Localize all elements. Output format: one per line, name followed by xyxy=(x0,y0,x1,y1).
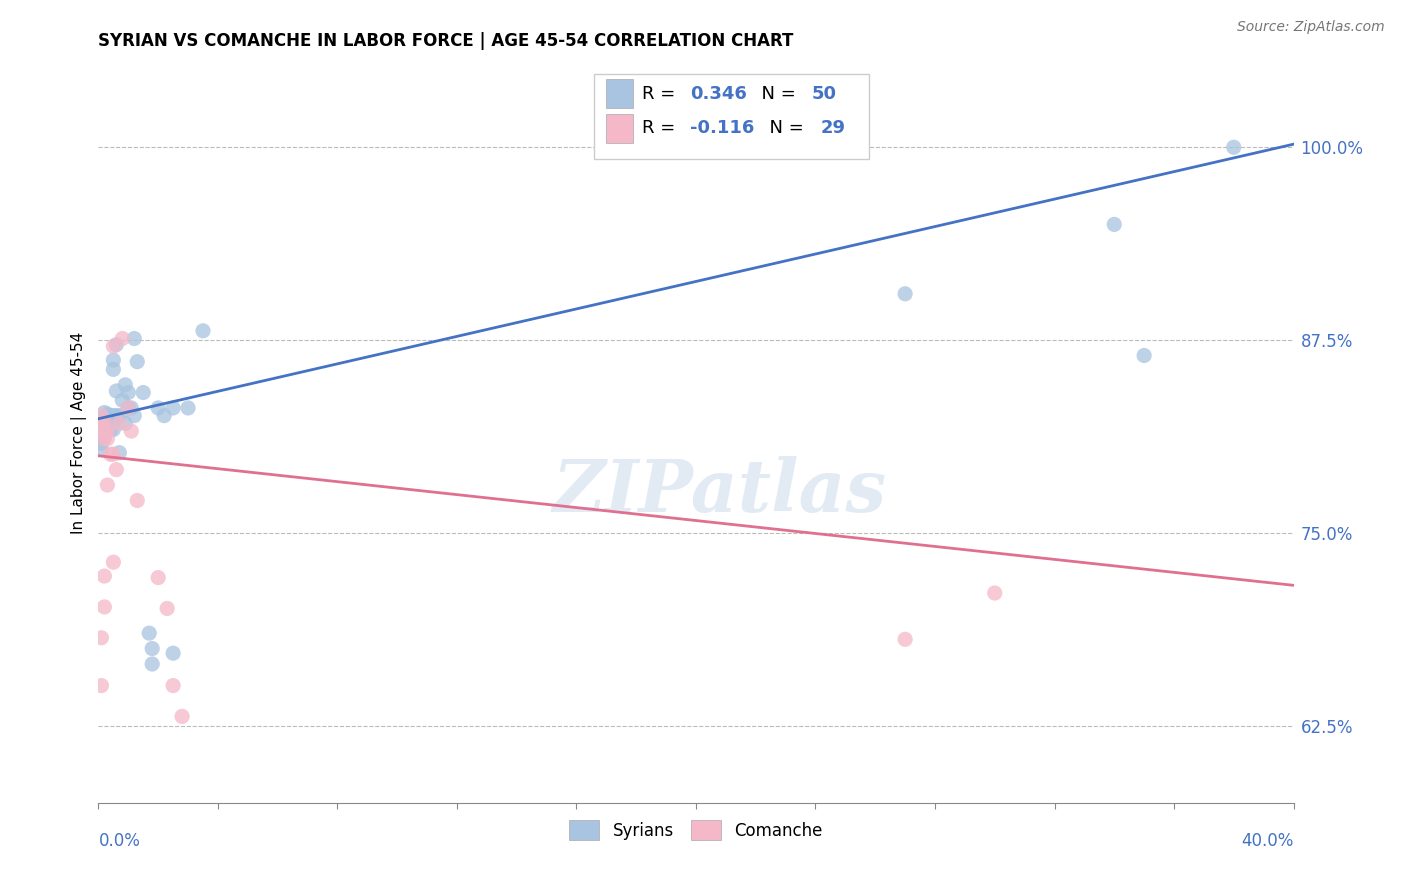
Point xyxy=(124,409,146,423)
Text: 50: 50 xyxy=(811,85,837,103)
Text: 0.346: 0.346 xyxy=(690,85,747,103)
Point xyxy=(90,417,112,431)
Point xyxy=(90,631,112,645)
Point xyxy=(96,413,118,427)
Point xyxy=(93,415,115,429)
Point xyxy=(148,401,170,415)
Text: R =: R = xyxy=(643,85,681,103)
Point xyxy=(103,447,125,461)
Point xyxy=(1223,140,1246,154)
Point xyxy=(127,354,149,368)
Point xyxy=(162,646,184,660)
Bar xyxy=(606,78,633,108)
Point xyxy=(93,424,115,438)
Point xyxy=(894,286,917,301)
Point xyxy=(141,657,163,671)
Point xyxy=(96,417,118,432)
Point xyxy=(162,679,184,693)
Point xyxy=(96,424,118,438)
Point xyxy=(103,555,125,569)
Point xyxy=(1133,349,1156,363)
Point xyxy=(120,424,142,438)
Point xyxy=(148,571,170,585)
Point xyxy=(96,478,118,492)
Point xyxy=(93,406,115,420)
Point xyxy=(105,337,128,351)
Point xyxy=(111,393,134,408)
Point xyxy=(98,409,122,423)
Text: -0.116: -0.116 xyxy=(690,120,755,137)
Point xyxy=(90,679,112,693)
Point xyxy=(103,339,125,353)
Point xyxy=(90,424,112,438)
Point xyxy=(90,424,112,438)
Y-axis label: In Labor Force | Age 45-54: In Labor Force | Age 45-54 xyxy=(72,332,87,533)
Point xyxy=(90,442,112,457)
Point xyxy=(117,401,139,415)
Point xyxy=(120,401,142,415)
Text: R =: R = xyxy=(643,120,681,137)
Point xyxy=(108,417,131,431)
Point xyxy=(103,423,125,437)
Point xyxy=(93,421,115,435)
Point xyxy=(96,423,118,437)
Point xyxy=(141,641,163,656)
Text: N =: N = xyxy=(758,120,810,137)
Legend: Syrians, Comanche: Syrians, Comanche xyxy=(562,814,830,847)
Point xyxy=(114,417,136,431)
Point xyxy=(103,362,125,376)
Point xyxy=(108,409,131,423)
Bar xyxy=(595,73,869,159)
Text: SYRIAN VS COMANCHE IN LABOR FORCE | AGE 45-54 CORRELATION CHART: SYRIAN VS COMANCHE IN LABOR FORCE | AGE … xyxy=(98,32,794,50)
Point xyxy=(105,462,128,476)
Point xyxy=(191,324,214,338)
Point xyxy=(105,384,128,398)
Point xyxy=(98,423,122,437)
Point xyxy=(127,493,149,508)
Point xyxy=(117,401,139,415)
Point xyxy=(96,407,118,421)
Point xyxy=(117,385,139,400)
Point xyxy=(108,445,131,459)
Text: N =: N = xyxy=(749,85,801,103)
Point xyxy=(90,410,112,425)
Point xyxy=(105,409,128,423)
Point xyxy=(111,332,134,346)
Bar xyxy=(606,113,633,143)
Point xyxy=(90,417,112,432)
Text: 29: 29 xyxy=(820,120,845,137)
Point xyxy=(93,428,115,442)
Point xyxy=(103,417,125,431)
Point xyxy=(90,409,112,423)
Point xyxy=(114,377,136,392)
Text: 40.0%: 40.0% xyxy=(1241,832,1294,850)
Point xyxy=(172,709,194,723)
Point xyxy=(153,409,176,423)
Point xyxy=(1104,218,1126,232)
Point xyxy=(138,626,160,640)
Point xyxy=(984,586,1007,600)
Point xyxy=(132,385,155,400)
Text: Source: ZipAtlas.com: Source: ZipAtlas.com xyxy=(1237,20,1385,34)
Point xyxy=(103,409,125,423)
Point xyxy=(162,401,184,415)
Point xyxy=(98,417,122,431)
Point xyxy=(93,599,115,614)
Point xyxy=(156,601,179,615)
Text: 0.0%: 0.0% xyxy=(98,832,141,850)
Point xyxy=(124,332,146,346)
Point xyxy=(96,432,118,446)
Point xyxy=(90,436,112,450)
Point xyxy=(90,430,112,444)
Point xyxy=(103,353,125,368)
Text: ZIPatlas: ZIPatlas xyxy=(553,457,887,527)
Point xyxy=(93,415,115,429)
Point xyxy=(93,432,115,446)
Point xyxy=(93,569,115,583)
Point xyxy=(894,632,917,647)
Point xyxy=(177,401,200,415)
Point xyxy=(98,447,122,461)
